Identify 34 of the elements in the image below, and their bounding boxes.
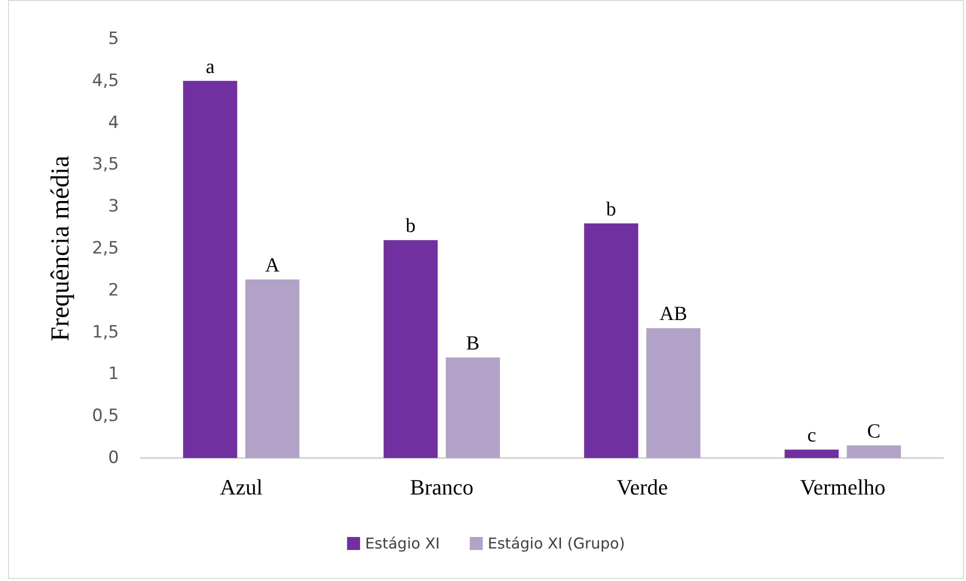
x-tick-label: Vermelho	[800, 474, 886, 500]
data-label: b	[406, 215, 416, 238]
bar	[784, 450, 839, 458]
y-tick-label: 3,5	[92, 154, 119, 175]
y-tick-label: 2,5	[92, 238, 119, 258]
y-tick-label: 4	[108, 112, 119, 133]
y-tick-label: 3	[108, 196, 119, 217]
x-tick-label: Branco	[410, 474, 474, 500]
data-label: b	[606, 198, 616, 220]
y-tick-label: 0	[108, 448, 119, 468]
legend-label: Estágio XI	[365, 534, 440, 552]
y-tick-label: 1	[108, 364, 119, 384]
bar	[584, 223, 638, 458]
data-label: AB	[659, 303, 688, 326]
x-tick-label: Verde	[616, 474, 668, 500]
bar	[846, 445, 901, 458]
data-label: B	[466, 332, 480, 354]
bar	[446, 357, 500, 458]
bar	[384, 240, 438, 458]
bar	[183, 80, 238, 458]
bar	[245, 280, 300, 458]
y-tick-label: 0,5	[92, 406, 119, 426]
data-label: a	[206, 56, 215, 78]
y-tick-label: 2	[108, 280, 119, 300]
data-label: c	[807, 424, 816, 447]
data-label: A	[265, 254, 280, 277]
y-tick-label: 4,5	[92, 70, 119, 91]
legend-label: Estágio XI (Grupo)	[488, 534, 625, 552]
bar	[646, 328, 700, 458]
y-axis-title: Frequência média	[46, 155, 74, 342]
x-tick-label: Azul	[220, 474, 263, 500]
y-tick-label: 1,5	[92, 322, 119, 342]
y-tick-label: 5	[108, 29, 119, 49]
data-label: C	[867, 420, 881, 442]
